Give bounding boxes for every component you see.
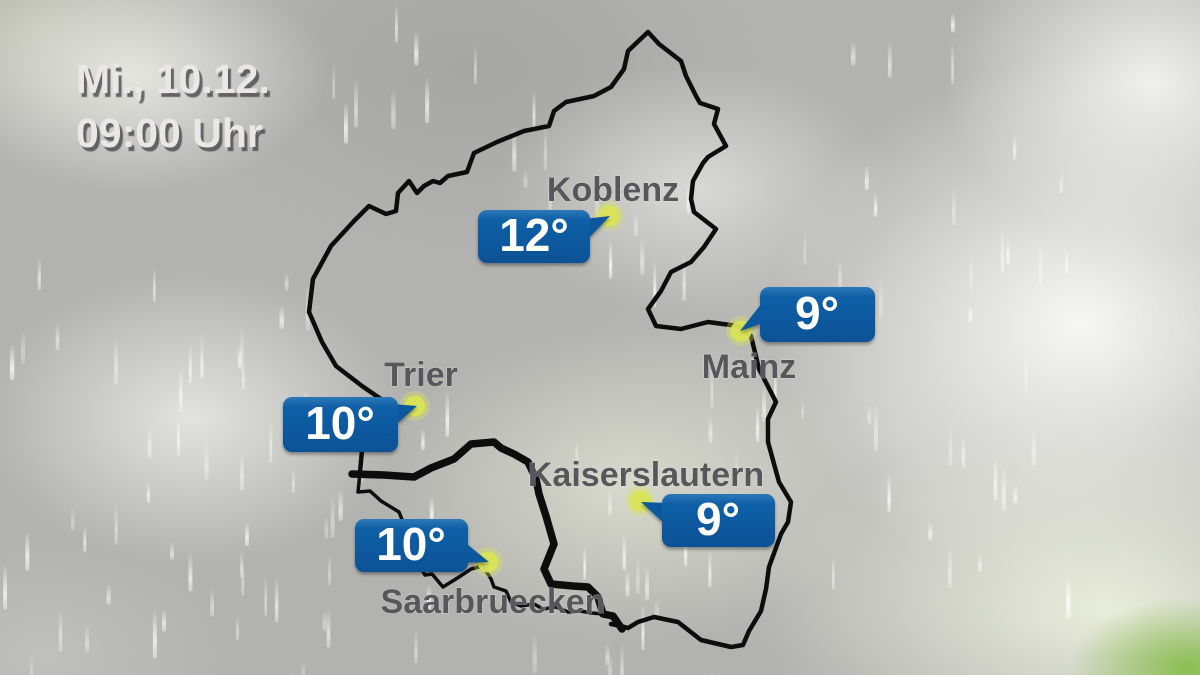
temperature-mainz: 9° [795,287,839,339]
badge-pointer-icon [740,298,766,331]
city-label-saarbruecken: Saarbruecken [381,583,606,621]
badge-background [283,397,398,452]
city-label-mainz: Mainz [702,348,796,386]
timestamp: Mi., 10.12. 09:00 Uhr [76,52,270,160]
badge-background [760,287,875,342]
station-saarbruecken: Saarbruecken 10° [355,518,606,622]
badge-pointer-icon [584,216,610,243]
temp-badge-trier: 10° [283,397,417,452]
station-koblenz: Koblenz 12° [478,171,680,263]
temperature-saarbruecken: 10° [376,518,446,570]
state-border-rheinland-pfalz [306,29,794,650]
temp-badge-saarbruecken: 10° [355,518,489,572]
temperature-kaiserslautern: 9° [696,493,740,545]
timestamp-time: 09:00 Uhr [76,110,263,157]
city-label-kaiserslautern: Kaiserslautern [528,456,764,494]
timestamp-date: Mi., 10.12. [76,56,270,102]
rain-streaks [3,4,1071,675]
badge-pointer-icon [462,540,489,563]
badge-pointer-icon [392,404,417,428]
badge-background [662,494,775,547]
temp-badge-mainz: 9° [740,287,875,342]
city-label-koblenz: Koblenz [547,171,679,209]
temp-badge-kaiserslautern: 9° [641,493,775,547]
city-label-trier: Trier [384,356,458,394]
badge-background [478,210,590,263]
temperature-trier: 10° [305,397,375,449]
badge-pointer-icon [641,502,668,527]
station-trier: Trier 10° [283,356,458,452]
station-kaiserslautern: Kaiserslautern 9° [527,456,775,547]
station-mainz: Mainz 9° [701,287,875,387]
state-border-saarland-thick [348,438,626,633]
temp-badge-koblenz: 12° [478,209,610,263]
badge-background [355,519,468,572]
temperature-koblenz: 12° [499,209,569,261]
city-marker-dot [629,490,651,512]
state-border-saarland-thin [356,471,605,616]
